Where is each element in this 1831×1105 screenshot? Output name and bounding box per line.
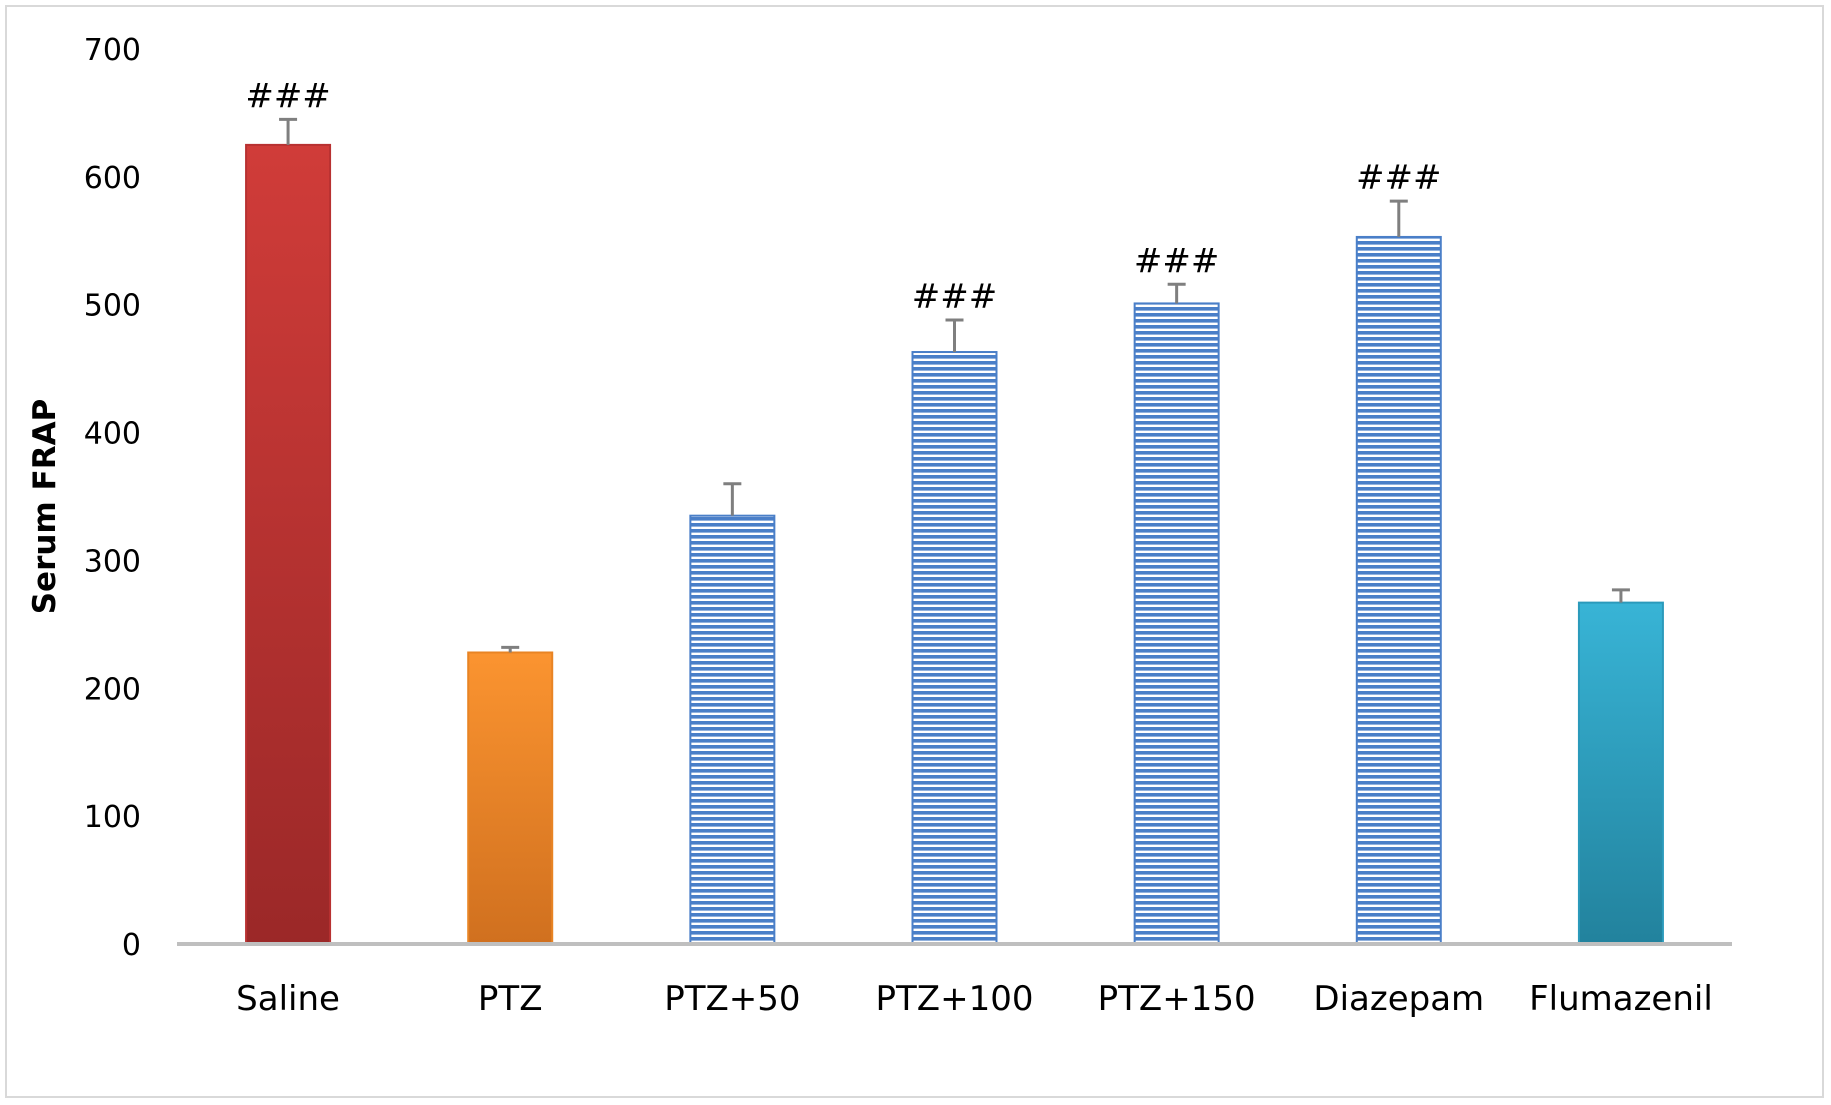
bar-flumazenil [1577, 601, 1664, 945]
y-tick-label: 0 [122, 928, 141, 963]
bar-ptz-50 [689, 514, 776, 945]
x-axis-labels: Saline PTZ PTZ+50 PTZ+100 PTZ+150 Diazepam Flu… [236, 979, 1713, 1019]
y-tick-label: 600 [84, 161, 141, 196]
significance-label: ### [245, 76, 330, 116]
x-tick-label: PTZ+50 [664, 979, 800, 1019]
bars-group: ### ### ### ### [245, 76, 1664, 945]
y-tick-label: 200 [84, 672, 141, 707]
x-tick-label: PTZ+100 [876, 979, 1034, 1019]
y-tick-label: 100 [84, 800, 141, 835]
bar-ptz-100 [911, 351, 998, 945]
significance-label: ### [912, 277, 997, 317]
y-tick-label: 700 [84, 33, 141, 68]
y-tick-label: 500 [84, 289, 141, 324]
x-tick-label: Flumazenil [1529, 979, 1713, 1019]
x-tick-label: Diazepam [1313, 979, 1484, 1019]
significance-label: ### [1356, 158, 1441, 198]
chart-frame: 0 100 200 300 400 500 600 700 Serum FRAP ### ###… [5, 5, 1824, 1098]
y-tick-label: 300 [84, 544, 141, 579]
x-tick-label: PTZ+150 [1098, 979, 1256, 1019]
bar-ptz [467, 651, 554, 945]
significance-label: ### [1134, 241, 1219, 281]
bar-saline [245, 143, 332, 945]
bar-diazepam [1355, 235, 1442, 945]
x-tick-label: PTZ [478, 979, 543, 1019]
y-axis-title: Serum FRAP [27, 399, 63, 615]
y-axis-ticks: 0 100 200 300 400 500 600 700 [84, 33, 141, 963]
bar-ptz-150 [1133, 302, 1220, 945]
y-tick-label: 400 [84, 417, 141, 452]
x-tick-label: Saline [236, 979, 340, 1019]
